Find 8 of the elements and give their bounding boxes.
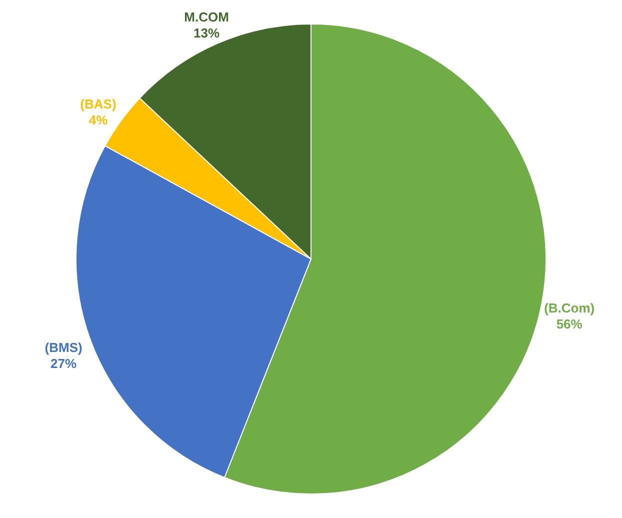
slice-label: (BAS)	[80, 96, 116, 112]
slice-label: (BMS)	[44, 340, 82, 356]
data-label: 27%	[50, 356, 77, 372]
data-label: 56%	[556, 316, 583, 332]
data-label: 4%	[88, 112, 108, 128]
slice-label: (B.Com)	[544, 300, 595, 316]
slice-label: M.COM	[184, 10, 229, 25]
data-label: 13%	[194, 26, 220, 41]
